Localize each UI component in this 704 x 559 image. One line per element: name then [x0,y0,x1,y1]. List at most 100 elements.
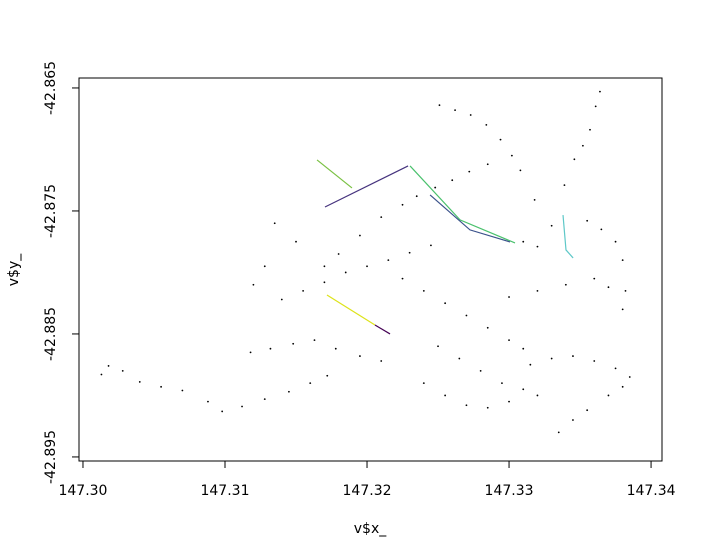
point [401,203,404,206]
point [510,154,513,157]
point [469,114,472,116]
point [522,347,525,350]
point [401,277,404,280]
track-line [409,165,516,244]
point [628,376,631,378]
point [241,405,243,408]
track-line [562,214,574,259]
track-line [316,159,353,189]
point [501,382,503,385]
point [444,302,447,305]
point [408,251,411,254]
point [302,290,305,292]
point [499,138,502,141]
y-axis-label: v$y_ [6,253,22,286]
point [621,259,624,262]
point [589,128,591,131]
point [292,342,295,345]
point [444,394,447,397]
point [430,244,432,247]
point [323,281,326,284]
x-tick-label: 147.34 [627,483,676,499]
point [593,277,596,280]
point [366,265,368,268]
point [599,90,601,93]
point [586,219,589,222]
point [263,398,266,401]
point [359,234,361,237]
point [564,283,567,286]
x-axis-label: v$x_ [354,521,387,537]
point [249,351,252,354]
point [207,400,209,403]
point [344,271,347,274]
point [536,290,539,292]
point [313,339,316,341]
point [614,240,617,243]
point [508,400,510,403]
point [593,360,596,362]
y-tick-label: -42.885 [43,307,59,361]
point [486,163,489,166]
point [581,144,584,147]
point [438,104,441,107]
point [533,198,536,201]
plot-frame [78,77,663,462]
point [295,240,297,243]
point [458,357,461,360]
point [337,253,340,255]
point [621,385,624,388]
point [451,179,454,182]
point [624,290,627,292]
point [121,369,124,372]
point [563,184,566,187]
point [529,363,532,366]
track-line [429,194,511,243]
point [334,347,337,350]
point [422,290,425,292]
point [280,298,283,301]
point [550,224,553,227]
point [221,410,224,413]
y-tick-label: -42.895 [43,430,59,484]
point [415,195,418,198]
point [572,419,574,421]
x-tick-label: 147.33 [485,483,534,499]
y-tick-label: -42.875 [43,184,59,238]
point [269,347,272,350]
point [434,186,437,189]
point [437,345,439,348]
point [422,382,425,385]
point [323,265,326,268]
point [387,259,390,262]
x-tick-label: 147.32 [343,483,392,499]
y-tick-label: -42.865 [43,61,59,115]
point [100,373,103,376]
point [557,431,560,434]
point [486,406,489,409]
track-line [324,165,409,208]
point [107,365,110,367]
point [465,314,468,317]
point [572,355,574,357]
track-line [326,294,376,326]
point [252,283,255,286]
point [522,240,525,243]
point [536,245,539,248]
point [454,109,456,112]
point [573,158,576,161]
point [607,286,610,289]
point [600,228,603,231]
point [621,308,624,311]
point [309,382,312,385]
point [479,369,482,372]
point [359,355,361,357]
point [536,394,539,397]
point [138,381,141,383]
point [380,216,383,219]
point [273,222,276,225]
x-tick-label: 147.30 [58,483,107,499]
point [522,388,525,391]
point [465,404,468,407]
